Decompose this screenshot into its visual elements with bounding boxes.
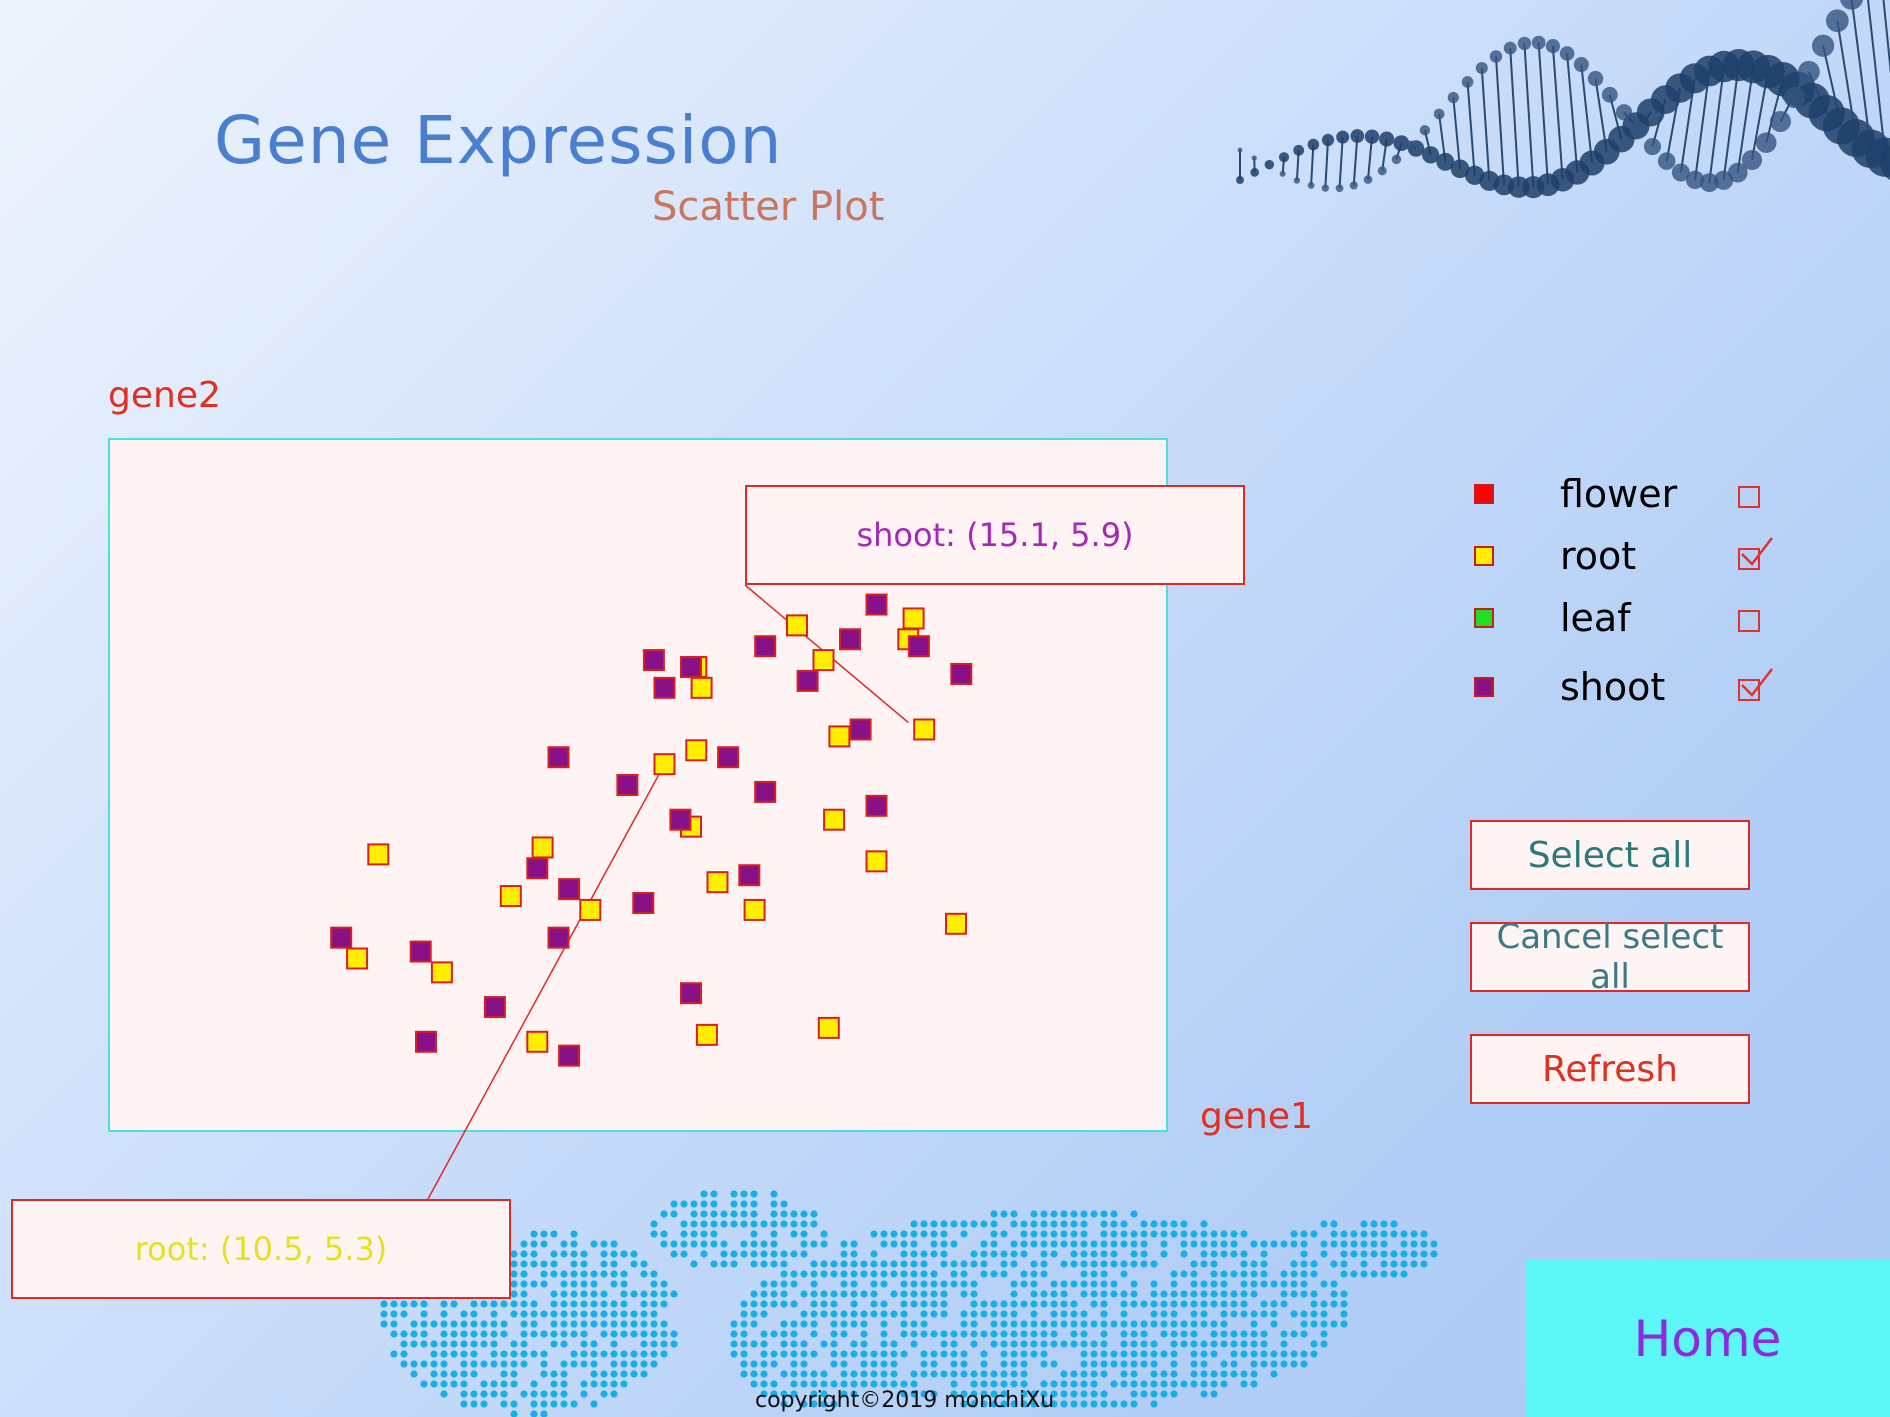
legend-checkbox-leaf[interactable] — [1738, 610, 1760, 632]
data-point-root-4[interactable] — [499, 885, 522, 908]
data-point-root-9[interactable] — [685, 739, 708, 762]
data-point-root-2[interactable] — [430, 961, 453, 984]
data-point-shoot-14[interactable] — [680, 656, 702, 679]
data-point-root-0[interactable] — [367, 843, 390, 866]
data-point-shoot-13[interactable] — [669, 808, 692, 831]
x-axis-label: gene1 — [1200, 1096, 1313, 1137]
cancel-select-all-button[interactable]: Cancel select all — [1470, 917, 1750, 997]
refresh-button[interactable]: Refresh — [1470, 1034, 1750, 1104]
copyright-text: copyright©2019 monchiXu — [755, 1388, 1055, 1413]
data-point-root-11[interactable] — [690, 676, 713, 699]
world-map-image — [380, 1190, 1438, 1417]
legend-swatch-root — [1474, 546, 1494, 566]
legend-checkbox-flower[interactable] — [1738, 486, 1760, 508]
legend-checkbox-shoot[interactable] — [1738, 668, 1773, 701]
data-point-root-6[interactable] — [579, 898, 602, 921]
data-point-shoot-8[interactable] — [558, 1044, 581, 1067]
data-point-root-18[interactable] — [823, 808, 846, 831]
data-point-shoot-2[interactable] — [415, 1030, 437, 1053]
data-point-root-22[interactable] — [902, 607, 925, 630]
data-point-shoot-7[interactable] — [558, 878, 581, 901]
data-point-root-13[interactable] — [706, 871, 729, 894]
tooltip-shoot: shoot: (15.1, 5.9) — [745, 485, 1245, 585]
data-point-shoot-1[interactable] — [409, 940, 432, 963]
data-point-shoot-4[interactable] — [526, 857, 549, 880]
legend-item-root: root — [1474, 534, 1794, 584]
legend-swatch-flower — [1474, 484, 1494, 504]
data-point-shoot-25[interactable] — [907, 635, 930, 658]
data-point-shoot-19[interactable] — [754, 780, 777, 803]
data-point-root-1[interactable] — [346, 947, 369, 970]
legend-swatch-shoot — [1474, 677, 1494, 697]
dna-helix-image — [1236, 0, 1890, 199]
data-point-shoot-26[interactable] — [950, 662, 973, 685]
data-point-root-5[interactable] — [531, 836, 554, 859]
page-subtitle: Scatter Plot — [652, 184, 885, 230]
data-point-shoot-21[interactable] — [839, 628, 861, 651]
data-point-root-17[interactable] — [817, 1016, 840, 1039]
page-title: Gene Expression — [214, 102, 783, 179]
legend-checkbox-root[interactable] — [1738, 537, 1773, 570]
data-point-shoot-18[interactable] — [754, 635, 777, 658]
data-point-shoot-20[interactable] — [796, 669, 819, 692]
home-button[interactable]: Home — [1525, 1260, 1890, 1417]
data-point-shoot-24[interactable] — [865, 593, 888, 616]
data-point-root-3[interactable] — [526, 1030, 549, 1053]
checkmark-icon — [1741, 668, 1773, 697]
legend-item-flower: flower — [1474, 472, 1794, 522]
y-axis-label: gene2 — [108, 375, 221, 416]
data-point-root-14[interactable] — [743, 898, 766, 921]
data-point-shoot-5[interactable] — [547, 746, 570, 769]
legend-label-root: root — [1560, 534, 1637, 578]
tooltip-root: root: (10.5, 5.3) — [11, 1199, 511, 1299]
data-point-shoot-9[interactable] — [616, 774, 639, 796]
data-point-root-23[interactable] — [913, 718, 936, 741]
data-point-root-20[interactable] — [865, 850, 888, 873]
legend-swatch-leaf — [1474, 608, 1494, 628]
legend-item-leaf: leaf — [1474, 596, 1794, 646]
data-point-shoot-23[interactable] — [865, 794, 888, 817]
data-point-shoot-11[interactable] — [642, 649, 665, 672]
data-point-shoot-15[interactable] — [680, 982, 702, 1005]
data-point-root-7[interactable] — [653, 753, 676, 776]
data-point-root-16[interactable] — [812, 649, 835, 672]
data-point-root-24[interactable] — [945, 912, 967, 935]
data-point-shoot-6[interactable] — [547, 926, 570, 949]
data-point-shoot-0[interactable] — [330, 926, 353, 949]
data-point-shoot-3[interactable] — [483, 996, 506, 1019]
data-point-root-15[interactable] — [786, 614, 808, 637]
data-point-shoot-16[interactable] — [717, 746, 740, 769]
legend-item-shoot: shoot — [1474, 665, 1794, 715]
legend-label-flower: flower — [1560, 472, 1678, 516]
data-point-root-19[interactable] — [828, 725, 851, 748]
data-point-shoot-17[interactable] — [738, 864, 761, 887]
tooltip-leader-line-root — [427, 763, 666, 1200]
checkmark-icon — [1741, 537, 1773, 566]
data-point-shoot-12[interactable] — [653, 676, 676, 699]
select-all-button[interactable]: Select all — [1470, 820, 1750, 890]
data-point-shoot-22[interactable] — [849, 718, 872, 741]
legend-label-shoot: shoot — [1560, 665, 1666, 709]
data-point-shoot-10[interactable] — [632, 891, 655, 914]
data-point-root-12[interactable] — [695, 1023, 718, 1046]
legend-label-leaf: leaf — [1560, 596, 1631, 640]
